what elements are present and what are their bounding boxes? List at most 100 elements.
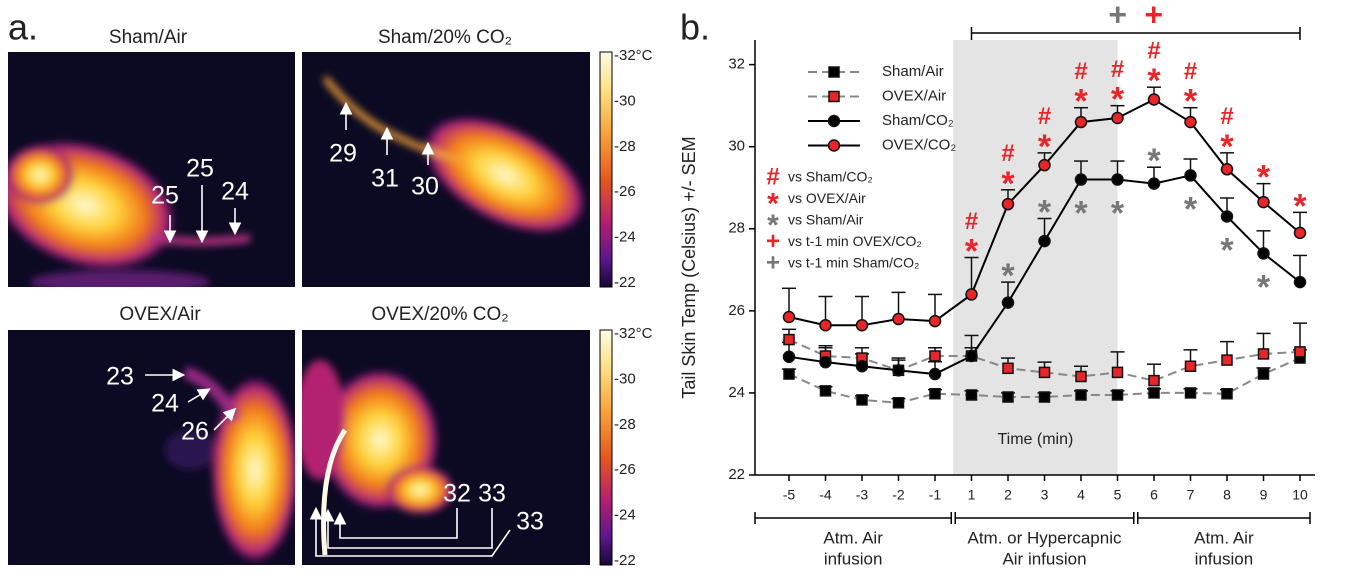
significance-symbol: * (1038, 193, 1052, 231)
legend-label: OVEX/CO₂ (882, 136, 956, 153)
significance-symbol: # (1038, 103, 1051, 130)
thermal-image: 25 25 24 (8, 52, 295, 287)
significance-symbol: * (1111, 195, 1125, 233)
significance-symbol: * (1111, 81, 1125, 119)
significance-symbol: * (1184, 190, 1198, 228)
significance-symbol: * (965, 232, 979, 270)
data-point (1074, 173, 1088, 186)
colorbar-tick-label: -28 (614, 416, 636, 433)
data-point (1038, 366, 1051, 379)
x-tick-label: 6 (1150, 487, 1158, 503)
significance-symbol: # (1147, 38, 1160, 65)
temp-label: 24 (221, 178, 249, 206)
data-point (1220, 163, 1234, 176)
data-point (892, 397, 905, 409)
temp-label: 33 (478, 480, 506, 508)
colorbar-tick-label: -32°C (614, 47, 653, 64)
y-tick-label: 32 (728, 56, 745, 73)
data-point (1148, 374, 1160, 387)
legend-symbol: + (766, 249, 780, 276)
legend-label: OVEX/Air (882, 87, 946, 104)
x-tick-label: 9 (1260, 487, 1268, 503)
data-point (1184, 360, 1197, 372)
phase-label: Atm. Air (1194, 528, 1254, 547)
image-title: Sham/20% CO₂ (378, 27, 512, 48)
panel-label: a. (8, 7, 38, 48)
significance-symbol: * (1074, 195, 1088, 233)
legend-symbol: + (766, 228, 780, 255)
panel-label: b. (680, 7, 710, 48)
data-point (1148, 387, 1160, 399)
data-point (827, 114, 841, 128)
data-point (892, 312, 905, 326)
x-tick-label: -4 (819, 487, 832, 503)
data-point (1293, 275, 1307, 289)
data-point (965, 349, 978, 363)
significance-symbol: * (1001, 165, 1015, 203)
phase-label: Atm. or Hypercapnic (968, 528, 1122, 547)
legend-label: Sham/CO₂ (882, 112, 954, 129)
significance-symbol: * (1038, 128, 1052, 166)
x-tick-label: 2 (1004, 487, 1012, 503)
x-tick-label: 1 (968, 487, 976, 503)
colorbar-tick-label: -24 (614, 229, 636, 246)
colorbar-tick-label: -30 (614, 92, 636, 109)
image-title: OVEX/Air (119, 304, 201, 325)
data-point (1111, 173, 1124, 186)
significance-symbol: # (1111, 56, 1124, 83)
data-point (928, 367, 942, 381)
data-point (1038, 158, 1051, 172)
temp-label: 29 (329, 140, 357, 168)
x-tick-label: 8 (1223, 487, 1231, 503)
x-axis-title: Time (min) (997, 431, 1073, 448)
x-tick-label: -1 (929, 487, 942, 503)
data-point (1147, 177, 1161, 190)
temp-label: 33 (516, 508, 544, 536)
significance-symbol: * (1293, 187, 1307, 225)
data-point (856, 394, 868, 406)
y-tick-label: 22 (728, 466, 745, 483)
legend-label: vs t-1 min Sham/CO₂ (788, 255, 919, 271)
significance-symbol: # (965, 208, 978, 235)
thermal-image: 29 31 30 (302, 52, 590, 287)
temp-label: 30 (411, 173, 439, 201)
temp-label: 32 (443, 480, 471, 508)
data-point (1221, 354, 1233, 366)
colorbar-tick-label: -30 (614, 370, 636, 387)
image-title: Sham/Air (109, 27, 188, 48)
significance-symbol: * (1220, 231, 1234, 269)
data-point (928, 314, 942, 328)
x-tick-label: -5 (783, 487, 796, 503)
significance-symbol: * (1147, 142, 1161, 180)
data-point (1038, 391, 1051, 403)
phase-label: infusion (824, 549, 883, 568)
legend-label: vs OVEX/Air (788, 190, 866, 206)
data-point (1001, 197, 1015, 211)
legend-symbol: # (766, 163, 779, 190)
data-point (1111, 111, 1124, 125)
colorbar-tick-label: -26 (614, 183, 636, 200)
temp-label: 26 (181, 418, 209, 446)
colorbar-tick-label: -26 (614, 461, 636, 478)
data-point (1074, 115, 1088, 129)
data-point (965, 288, 978, 301)
colorbar (599, 329, 613, 566)
data-point (1220, 210, 1234, 223)
x-tick-label: -3 (856, 487, 869, 503)
data-point (828, 90, 840, 103)
y-tick-label: 28 (728, 220, 745, 237)
y-axis-title: Tail Skin Temp (Celsius) +/- SEM (679, 136, 699, 398)
significance-symbol: + (1108, 0, 1127, 32)
phase-label: Air infusion (1002, 549, 1086, 568)
temp-label: 24 (151, 390, 179, 418)
data-point (1293, 226, 1307, 240)
data-point (1002, 391, 1014, 403)
x-tick-label: 7 (1187, 487, 1195, 503)
data-point (1294, 346, 1306, 358)
data-point (1184, 387, 1197, 399)
data-point (1147, 93, 1161, 106)
data-point (965, 389, 978, 401)
data-point (1038, 234, 1051, 248)
data-point (929, 350, 941, 362)
image-title: OVEX/20% CO₂ (371, 304, 508, 325)
